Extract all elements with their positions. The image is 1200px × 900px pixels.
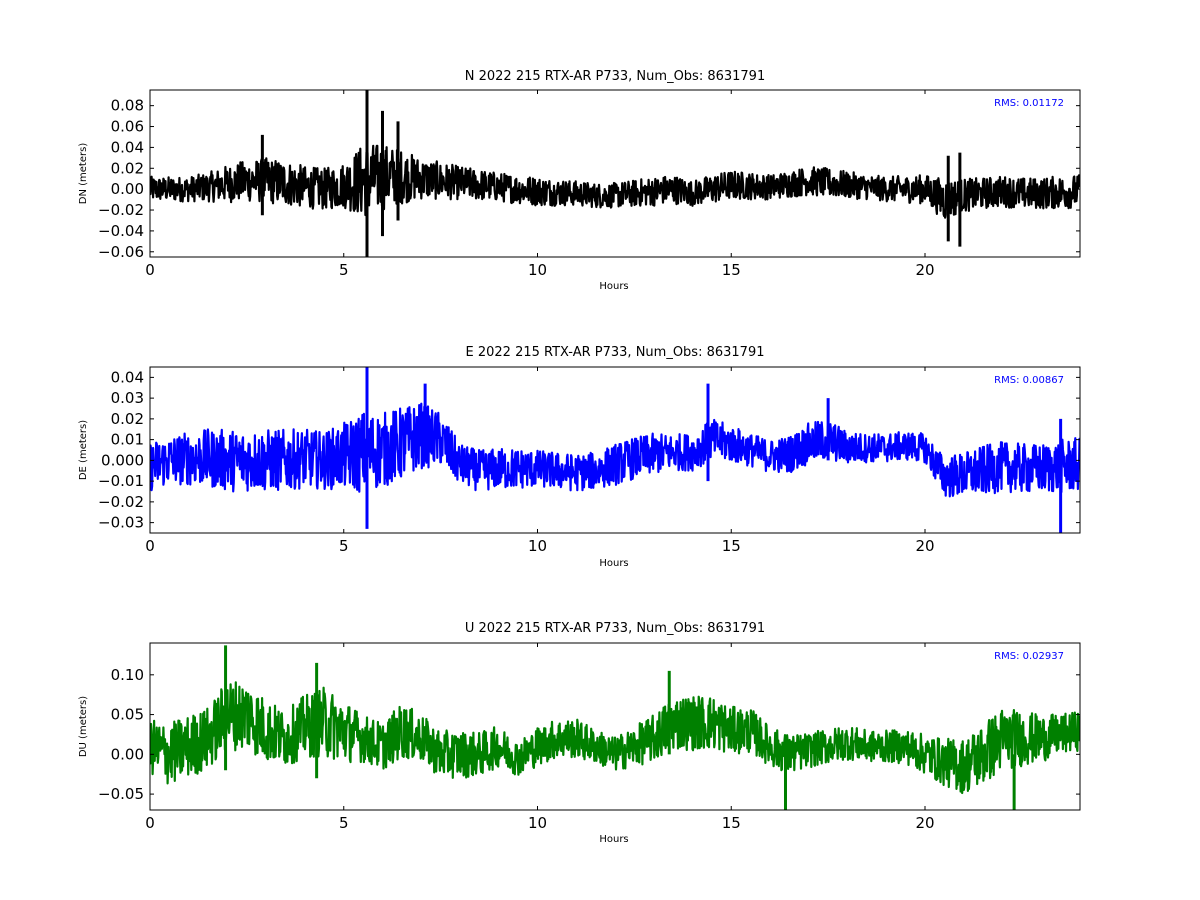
panel-east-rms-annotation: RMS: 0.00867 xyxy=(994,375,1064,386)
series-line-up xyxy=(150,681,1080,795)
x-tick-label-up-15: 15 xyxy=(722,814,741,832)
x-tick-label-east-5: 5 xyxy=(339,537,349,555)
x-tick-label-up-20: 20 xyxy=(915,814,934,832)
y-tick-label-up-3: 0.10 xyxy=(111,666,144,684)
x-tick-label-north-15: 15 xyxy=(722,261,741,279)
y-tick-label-up-0: −0.05 xyxy=(98,785,144,803)
y-tick-label-north-0: −0.06 xyxy=(98,243,144,261)
panel-east: E 2022 215 RTX-AR P733, Num_Obs: 8631791… xyxy=(78,345,1081,569)
axes-frame-east xyxy=(149,366,1081,534)
panel-east-title: E 2022 215 RTX-AR P733, Num_Obs: 8631791 xyxy=(466,345,765,360)
y-tick-label-east-4: 0.01 xyxy=(111,431,144,449)
panel-east-xlabel: Hours xyxy=(599,558,628,569)
x-tick-label-north-10: 10 xyxy=(528,261,547,279)
y-tick-label-north-5: 0.04 xyxy=(111,138,144,156)
panel-north-title: N 2022 215 RTX-AR P733, Num_Obs: 8631791 xyxy=(465,69,765,84)
series-line-east xyxy=(150,402,1080,498)
y-tick-label-east-5: 0.02 xyxy=(111,410,144,428)
y-tick-label-east-3: 0.000 xyxy=(101,451,144,469)
panel-north-ylabel: DN (meters) xyxy=(78,143,89,205)
panel-east-ylabel: DE (meters) xyxy=(78,420,89,480)
panel-north: N 2022 215 RTX-AR P733, Num_Obs: 8631791… xyxy=(78,69,1081,292)
x-tick-label-north-20: 20 xyxy=(915,261,934,279)
x-tick-label-up-0: 0 xyxy=(145,814,155,832)
y-tick-label-east-7: 0.04 xyxy=(111,368,144,386)
panel-up-ylabel: DU (meters) xyxy=(78,696,89,757)
panel-up-rms-annotation: RMS: 0.02937 xyxy=(994,651,1064,662)
x-tick-label-up-10: 10 xyxy=(528,814,547,832)
x-tick-label-north-0: 0 xyxy=(145,261,155,279)
x-tick-label-up-5: 5 xyxy=(339,814,349,832)
x-tick-label-east-10: 10 xyxy=(528,537,547,555)
y-tick-label-up-2: 0.05 xyxy=(111,706,144,724)
panel-up-xlabel: Hours xyxy=(599,834,628,845)
axes-frame-up xyxy=(149,642,1081,811)
y-tick-label-north-2: −0.02 xyxy=(98,201,144,219)
y-tick-label-up-1: 0.00 xyxy=(111,745,144,763)
panel-up: U 2022 215 RTX-AR P733, Num_Obs: 8631791… xyxy=(78,621,1081,845)
panel-north-xlabel: Hours xyxy=(599,281,628,292)
x-tick-label-east-0: 0 xyxy=(145,537,155,555)
y-tick-label-north-4: 0.02 xyxy=(111,159,144,177)
y-tick-label-north-6: 0.06 xyxy=(111,118,144,136)
y-tick-label-east-2: −0.01 xyxy=(98,472,144,490)
y-tick-label-north-7: 0.08 xyxy=(111,97,144,115)
panel-up-title: U 2022 215 RTX-AR P733, Num_Obs: 8631791 xyxy=(465,621,765,636)
y-tick-label-east-1: −0.02 xyxy=(98,493,144,511)
y-tick-label-north-3: 0.00 xyxy=(111,180,144,198)
y-tick-label-east-6: 0.03 xyxy=(111,389,144,407)
x-tick-label-north-5: 5 xyxy=(339,261,349,279)
axes-frame-north xyxy=(149,89,1081,258)
y-tick-label-north-1: −0.04 xyxy=(98,222,144,240)
panel-north-rms-annotation: RMS: 0.01172 xyxy=(994,98,1064,109)
x-tick-label-east-20: 20 xyxy=(915,537,934,555)
y-tick-label-east-0: −0.03 xyxy=(98,514,144,532)
series-line-north xyxy=(150,144,1080,219)
x-tick-label-east-15: 15 xyxy=(722,537,741,555)
